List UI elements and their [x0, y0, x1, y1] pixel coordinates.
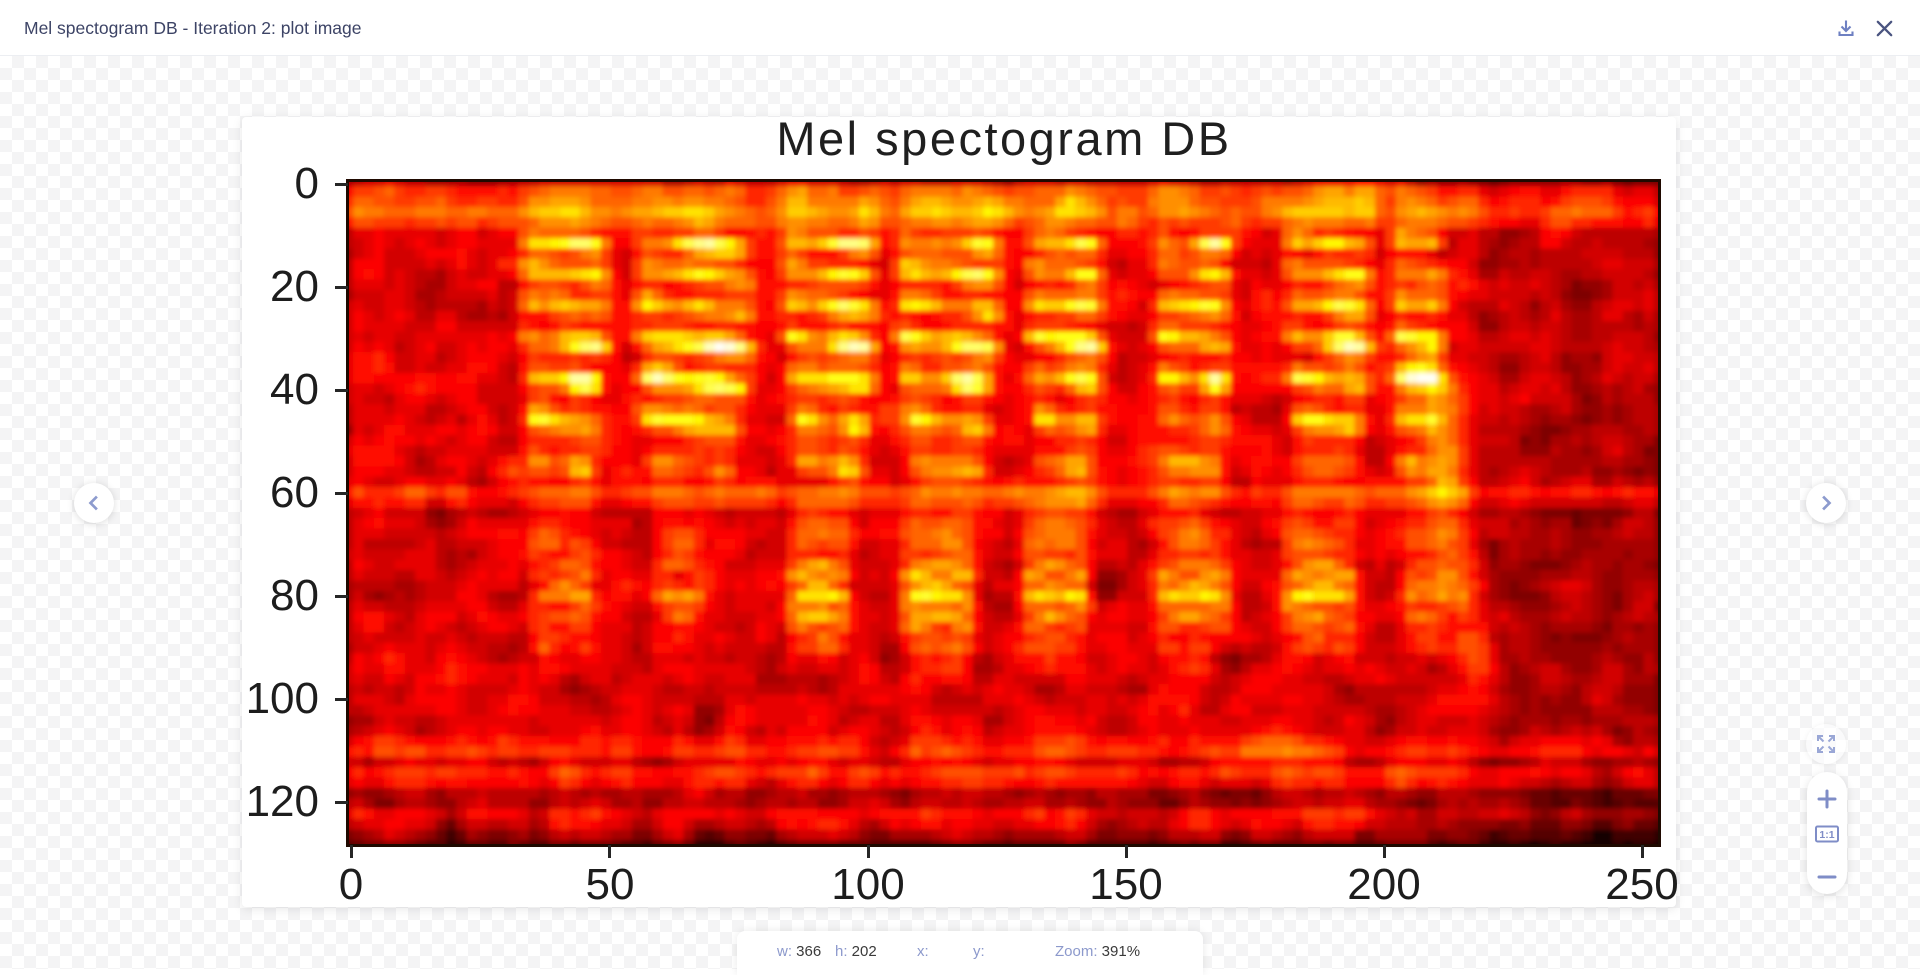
svg-text:1:1: 1:1	[1819, 829, 1834, 841]
